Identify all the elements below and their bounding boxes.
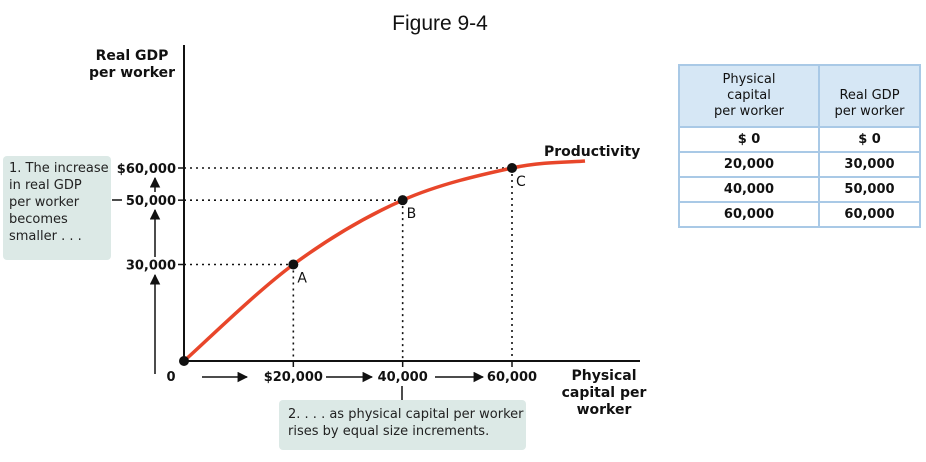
header-line: per worker — [834, 104, 905, 119]
table-cell: $ 0 — [818, 126, 921, 153]
header-line: Real GDP — [839, 88, 900, 103]
annotation-line: 1. The increase — [9, 161, 109, 176]
y-axis-label: Real GDP — [96, 48, 169, 64]
data-point — [507, 163, 517, 173]
table-cell: 50,000 — [818, 176, 921, 203]
header-line: per worker — [713, 104, 785, 119]
x-tick-label: 40,000 — [378, 370, 428, 385]
x-axis-label: capital per — [562, 385, 647, 401]
table-cell: 30,000 — [818, 151, 921, 178]
table-cell: 40,000 — [678, 176, 820, 203]
annotation-line: smaller . . . — [9, 229, 82, 244]
annotation-capital-increments: 2. . . . as physical capital per worker … — [279, 400, 526, 450]
annotation-line: rises by equal size increments. — [288, 424, 490, 439]
table-cell: 60,000 — [678, 201, 820, 228]
table-cell: $ 0 — [678, 126, 820, 153]
data-table: Physical capital per worker Real GDP per… — [678, 64, 921, 228]
y-tick-label: $60,000 — [117, 162, 176, 177]
point-label: A — [297, 271, 307, 287]
header-line: Physical — [722, 72, 776, 87]
annotation-line: in real GDP — [9, 178, 82, 193]
productivity-chart: Productivity A B C 30,000 50,000 $60,000 $20,00… — [89, 45, 647, 418]
annotation-gdp-increase-smaller: 1. The increase in real GDP per worker b… — [3, 156, 111, 260]
x-axis-label: worker — [577, 402, 632, 418]
table-cell: 60,000 — [818, 201, 921, 228]
table-row: 40,000 50,000 — [678, 176, 921, 203]
x-axis-label: Physical — [571, 368, 636, 384]
table-header-capital: Physical capital per worker — [678, 64, 820, 128]
annotation-line: 2. . . . as physical capital per worker — [288, 407, 524, 422]
header-line: capital — [727, 88, 771, 103]
origin-point — [179, 356, 189, 366]
table-row: 60,000 60,000 — [678, 201, 921, 228]
y-axis-label: per worker — [89, 65, 175, 81]
x-tick-label: $20,000 — [264, 370, 323, 385]
annotation-line: becomes — [9, 212, 68, 227]
y-tick-label: 50,000 — [126, 194, 176, 209]
point-label: B — [407, 206, 417, 222]
series-label: Productivity — [544, 144, 640, 160]
annotation-line: per worker — [9, 195, 80, 210]
table-row: 20,000 30,000 — [678, 151, 921, 178]
origin-label: 0 — [166, 370, 175, 385]
x-tick-label: 60,000 — [487, 370, 537, 385]
productivity-curve — [182, 159, 586, 363]
table-cell: 20,000 — [678, 151, 820, 178]
table-header-row: Physical capital per worker Real GDP per… — [678, 64, 921, 128]
table-header-gdp: Real GDP per worker — [818, 64, 921, 128]
y-tick-label: 30,000 — [126, 259, 176, 274]
point-label: C — [516, 174, 526, 190]
table-row: $ 0 $ 0 — [678, 126, 921, 153]
data-point — [397, 195, 408, 206]
data-point — [288, 259, 299, 270]
figure-title: Figure 9-4 — [392, 12, 488, 35]
